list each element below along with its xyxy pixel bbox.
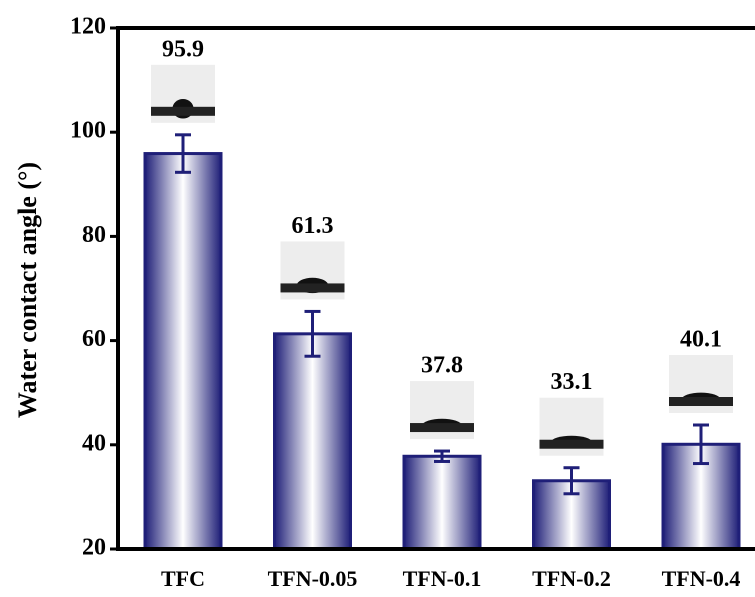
x-tick-label: TFN-0.2 xyxy=(532,566,611,591)
bar xyxy=(404,456,480,549)
x-tick-label: TFN-0.1 xyxy=(403,566,482,591)
y-tick-label: 40 xyxy=(82,430,106,456)
y-tick-label: 80 xyxy=(82,222,106,248)
x-tick-label: TFC xyxy=(161,566,205,591)
bar xyxy=(275,334,351,549)
value-label: 61.3 xyxy=(292,213,334,239)
droplet-surface xyxy=(669,397,733,406)
y-tick-label: 120 xyxy=(70,14,106,40)
chart: Water contact angle (°) 20 40 60 80 100 120 TF… xyxy=(0,0,755,597)
droplet-surface xyxy=(151,107,215,116)
value-label: 37.8 xyxy=(421,353,463,379)
x-tick-label: TFN-0.4 xyxy=(662,566,741,591)
value-label: 95.9 xyxy=(162,36,204,62)
value-label: 33.1 xyxy=(551,369,593,395)
value-label: 40.1 xyxy=(680,327,722,353)
droplet-surface xyxy=(281,283,345,292)
y-axis-label: Water contact angle (°) xyxy=(13,162,42,418)
bar xyxy=(145,154,221,549)
y-tick-label: 100 xyxy=(70,118,106,144)
y-tick-label: 60 xyxy=(82,326,106,352)
y-tick-label: 20 xyxy=(82,535,106,561)
x-tick-label: TFN-0.05 xyxy=(268,566,358,591)
droplet-surface xyxy=(410,423,474,432)
droplet-surface xyxy=(540,440,604,449)
